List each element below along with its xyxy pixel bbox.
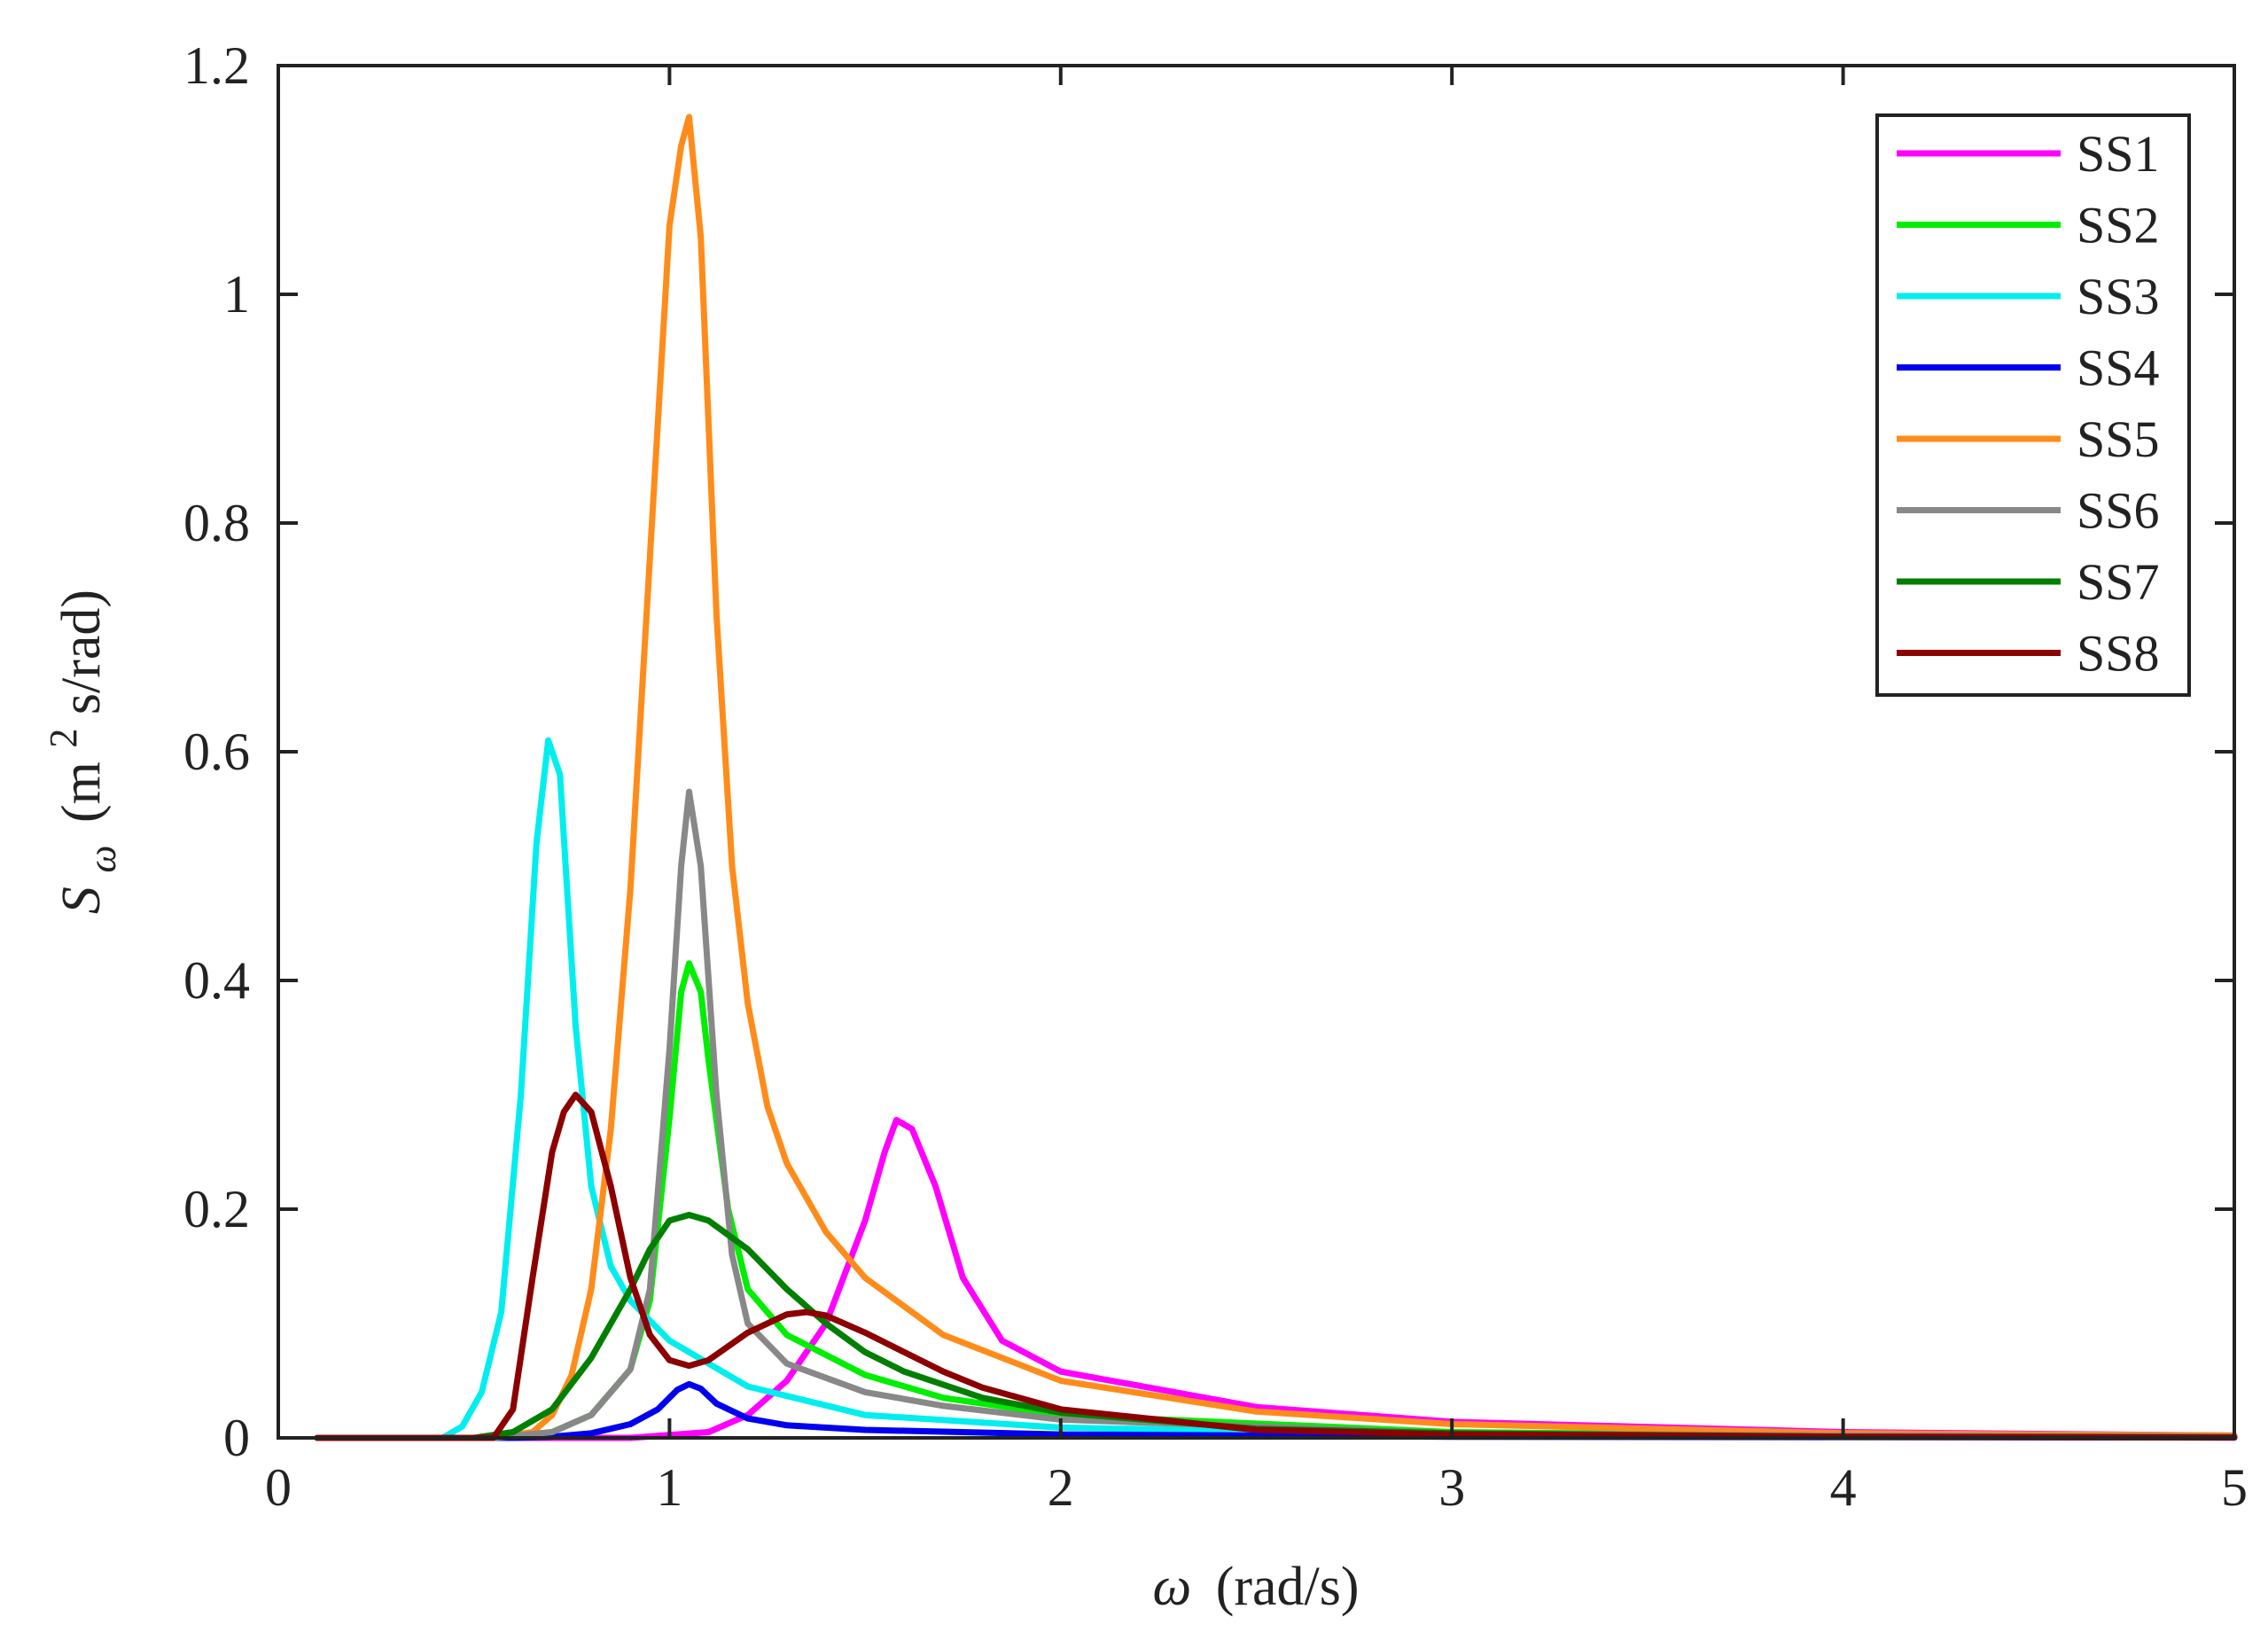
x-axis-title: ω (rad/s) [1152, 1557, 1359, 1617]
tick-labels-layer: 0 1 2 3 4 5 0 0.2 0.4 0.6 0.8 1 1.2 [183, 36, 2248, 1517]
svg-text:S ω (m 2: S ω (m 2 s/rad) [28, 590, 128, 914]
legend-items: SS1 SS2 SS3 SS4 SS5 SS6 SS7 SS8 [1897, 125, 2160, 683]
x-tick-label: 1 [656, 1458, 682, 1517]
y-tick-label: 0.8 [183, 494, 250, 552]
legend-item-ss6: SS6 [1897, 482, 2160, 540]
ticks-layer [277, 64, 2236, 1440]
legend-item-ss2: SS2 [1897, 197, 2160, 254]
x-axis-unit: (rad/s) [1216, 1557, 1360, 1617]
legend-box [1875, 113, 2191, 697]
x-tick-label: 5 [2221, 1458, 2248, 1517]
y-tick-label: 0.6 [183, 722, 250, 781]
legend-label: SS1 [2077, 125, 2160, 183]
y-tick-label: 1 [223, 265, 250, 324]
legend-item-ss1: SS1 [1897, 125, 2160, 183]
y-tick-label: 0.2 [183, 1180, 250, 1238]
y-tick-label: 0.4 [183, 951, 250, 1010]
legend-item-ss5: SS5 [1897, 410, 2160, 468]
series-line-ss6 [314, 788, 2238, 1441]
y-axis-title: S ω (m 2 s/rad) [28, 590, 128, 914]
series-line-ss4 [314, 1380, 2238, 1441]
series-line-ss5 [314, 113, 2238, 1441]
x-tick-label: 0 [265, 1458, 292, 1517]
legend-item-ss8: SS8 [1897, 625, 2160, 683]
y-tick-label: 0 [223, 1409, 250, 1467]
x-tick-label: 3 [1438, 1458, 1465, 1517]
legend-label: SS4 [2077, 340, 2160, 397]
y-axis-unit-suffix: s/rad) [51, 590, 112, 715]
legend-label: SS5 [2077, 410, 2160, 468]
x-tick-label: 2 [1048, 1458, 1074, 1517]
legend-item-ss3: SS3 [1897, 268, 2160, 325]
series-layer [314, 113, 2238, 1441]
legend: SS1 SS2 SS3 SS4 SS5 SS6 SS7 SS8 [1875, 113, 2191, 697]
x-tick-label: 4 [1830, 1458, 1857, 1517]
legend-item-ss4: SS4 [1897, 340, 2160, 397]
legend-label: SS2 [2077, 197, 2160, 254]
legend-label: SS6 [2077, 482, 2160, 540]
y-tick-label: 1.2 [183, 36, 250, 95]
y-axis-unit-sup: 2 [42, 729, 85, 748]
y-axis-symbol: S [51, 886, 112, 914]
legend-label: SS7 [2077, 553, 2160, 611]
legend-label: SS3 [2077, 268, 2160, 325]
y-axis-subscript: ω [81, 845, 124, 872]
series-line-ss8 [314, 1091, 2238, 1441]
legend-label: SS8 [2077, 625, 2160, 683]
y-axis-unit-prefix: (m [51, 761, 112, 823]
legend-item-ss7: SS7 [1897, 553, 2160, 611]
x-axis-symbol: ω [1152, 1557, 1191, 1617]
